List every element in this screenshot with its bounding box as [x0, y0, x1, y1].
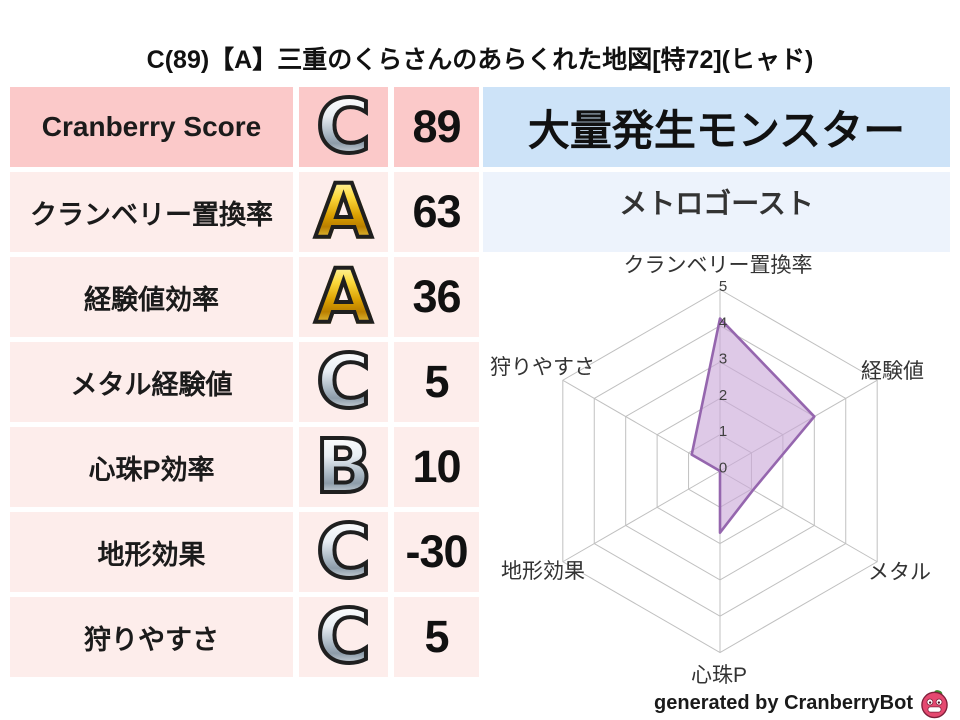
monster-name: メトロゴースト: [483, 172, 950, 252]
radar-tick-label: 3: [719, 351, 727, 368]
grade-letter: A: [313, 254, 374, 340]
grade-badge: C: [299, 597, 388, 677]
stat-value: -30: [394, 512, 479, 592]
stat-label: クランベリー置換率: [10, 172, 293, 252]
grade-letter: C: [314, 594, 372, 680]
stat-label: メタル経験値: [10, 342, 293, 422]
grade-badge: C: [299, 87, 388, 167]
radar-axis-label: 地形効果: [501, 560, 585, 583]
grade-letter: C: [314, 339, 372, 425]
radar-tick-label: 1: [719, 423, 727, 440]
radar-axis-label: 経験値: [861, 360, 924, 383]
stat-label: 心珠P効率: [10, 427, 293, 507]
grade-badge: A: [299, 257, 388, 337]
stats-table: Cranberry Score C 89 クランベリー置換率 A 63 経験値効…: [10, 87, 479, 677]
radar-grid-spoke: [562, 470, 721, 563]
radar-tick-label: 5: [719, 278, 727, 295]
credit-text: generated by CranberryBot: [654, 691, 913, 714]
stat-value: 5: [394, 342, 479, 422]
grade-badge: C: [299, 512, 388, 592]
grade-letter: B: [313, 424, 373, 510]
stat-label: 地形効果: [10, 512, 293, 592]
radar-tick-label: 4: [719, 314, 727, 331]
radar-axis-label: 狩りやすさ: [490, 356, 595, 379]
cranberry-mascot-icon: [921, 689, 948, 718]
radar-tick-label: 2: [719, 387, 727, 404]
footer-credit: generated by CranberryBot: [480, 686, 950, 720]
stat-value: 36: [394, 257, 479, 337]
radar-data-polygon: [690, 317, 816, 535]
grade-badge: B: [299, 427, 388, 507]
radar-axis-label: メタル: [868, 561, 931, 584]
monster-panel-header: 大量発生モンスター: [483, 87, 950, 167]
stat-value: 10: [394, 427, 479, 507]
page-title: C(89)【A】三重のくらさんのあらくれた地図[特72](ヒャド): [146, 46, 814, 74]
grade-letter: C: [314, 84, 372, 170]
stat-label: 経験値効率: [10, 257, 293, 337]
radar-axis-label: 心珠P: [691, 664, 747, 687]
stat-label: Cranberry Score: [10, 87, 293, 167]
radar-tick-label: 0: [719, 460, 727, 477]
grade-badge: C: [299, 342, 388, 422]
stat-label: 狩りやすさ: [10, 597, 293, 677]
stat-value: 5: [394, 597, 479, 677]
grade-badge: A: [299, 172, 388, 252]
grade-letter: C: [314, 509, 372, 595]
radar-axis-label: クランベリー置換率: [624, 254, 813, 277]
stat-value: 89: [394, 87, 479, 167]
grade-letter: A: [313, 169, 374, 255]
stat-value: 63: [394, 172, 479, 252]
